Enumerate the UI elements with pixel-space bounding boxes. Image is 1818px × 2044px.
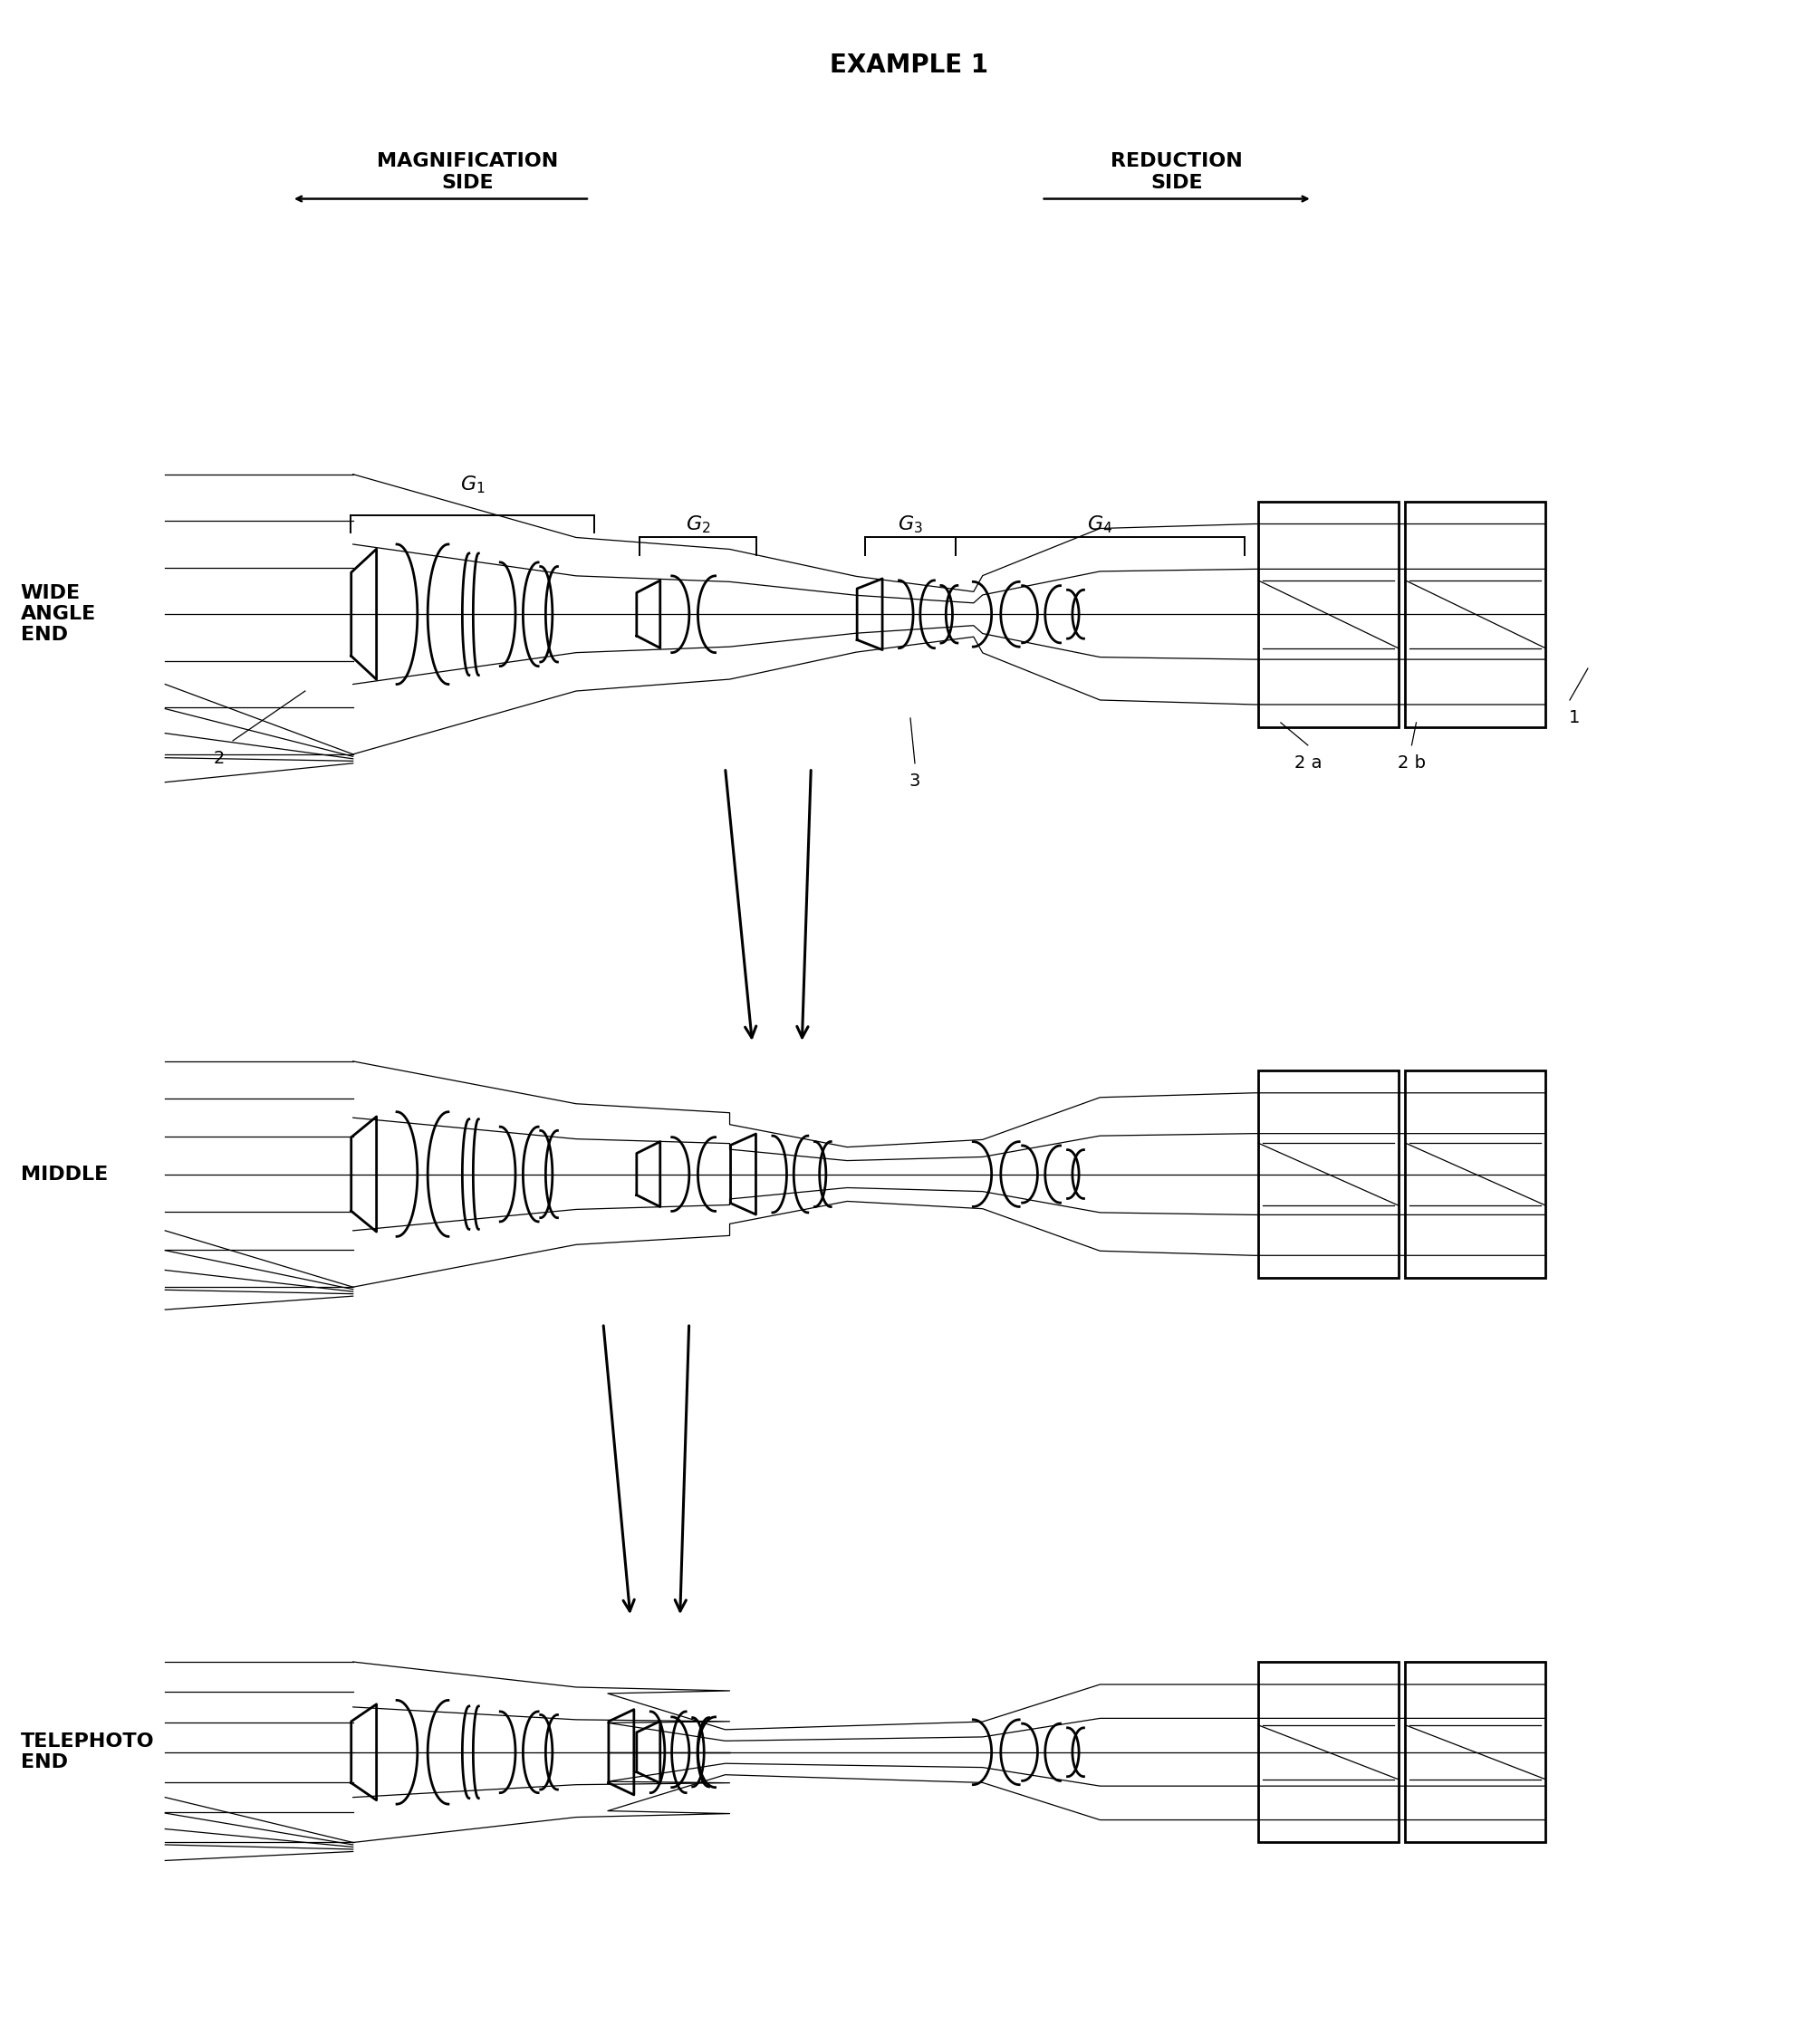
Text: 3: 3 (909, 773, 920, 789)
Text: $G_1$: $G_1$ (460, 474, 485, 495)
Bar (1258, 1071, 1398, 1278)
Text: 1: 1 (1569, 709, 1580, 728)
Text: WIDE
ANGLE
END: WIDE ANGLE END (20, 585, 96, 644)
Text: 2 a: 2 a (1294, 754, 1322, 773)
Text: $G_3$: $G_3$ (898, 515, 924, 536)
Text: EXAMPLE 1: EXAMPLE 1 (829, 53, 989, 78)
Bar (1258, 501, 1398, 728)
Bar (1405, 1662, 1545, 1842)
Text: MIDDLE: MIDDLE (20, 1165, 107, 1183)
Text: MAGNIFICATION
SIDE: MAGNIFICATION SIDE (376, 153, 558, 192)
Bar (1258, 1662, 1398, 1842)
Text: $G_4$: $G_4$ (1087, 515, 1113, 536)
Text: 2: 2 (215, 750, 225, 766)
Bar (1405, 1071, 1545, 1278)
Text: TELEPHOTO
END: TELEPHOTO END (20, 1733, 155, 1772)
Text: REDUCTION
SIDE: REDUCTION SIDE (1111, 153, 1244, 192)
Text: 2 b: 2 b (1398, 754, 1425, 773)
Bar (1405, 501, 1545, 728)
Text: $G_2$: $G_2$ (685, 515, 711, 536)
